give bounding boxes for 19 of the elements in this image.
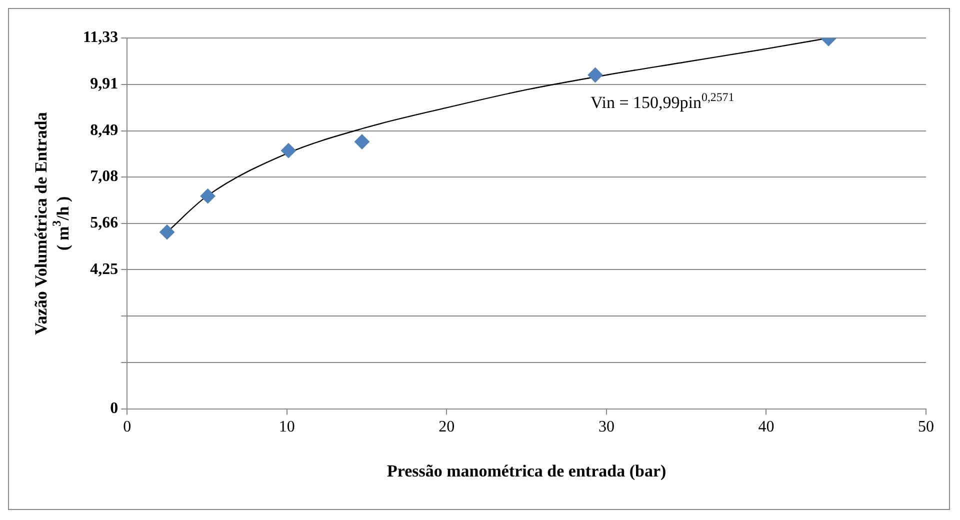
y-tick-label: 5,66 [90,214,118,232]
point [280,143,296,158]
y-tick-label: 7,08 [90,168,118,186]
x-tick-label: 0 [123,418,132,436]
y-tick-label: 8,49 [90,122,118,140]
y-tick-label: 9,91 [90,76,118,93]
y-tick-label: 0 [110,400,118,417]
point [354,134,370,150]
y-tick-label: 11,33 [82,29,118,46]
y-tick-label: 4,25 [90,260,118,278]
x-tick-label: 50 [918,418,934,436]
point [588,67,603,82]
x-tick-label: 10 [278,418,295,436]
x-tick-label: 20 [438,418,455,436]
x-tick-label: 30 [598,418,614,436]
x-tick-label: 40 [758,418,774,436]
x-axis-title: Pressão manométrica de entrada (bar) [386,461,666,480]
point [160,224,175,240]
point [200,188,216,204]
